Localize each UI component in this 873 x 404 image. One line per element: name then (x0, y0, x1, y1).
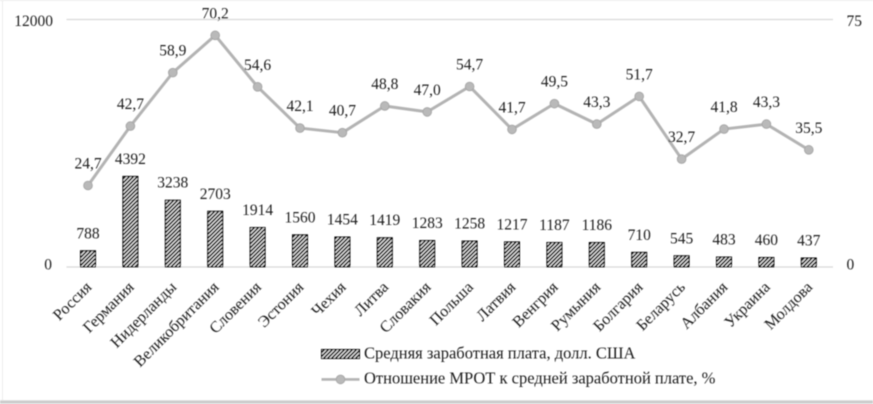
svg-text:483: 483 (712, 232, 736, 249)
svg-text:0: 0 (44, 257, 52, 274)
svg-text:12000: 12000 (14, 13, 53, 30)
svg-text:40,7: 40,7 (329, 103, 356, 120)
svg-text:48,8: 48,8 (371, 76, 398, 93)
svg-text:Албания: Албания (677, 278, 731, 332)
svg-text:1258: 1258 (454, 216, 485, 233)
svg-text:32,7: 32,7 (668, 129, 695, 146)
svg-text:54,6: 54,6 (244, 57, 271, 74)
svg-text:Отношение МРОТ к средней зараб: Отношение МРОТ к средней заработной плат… (364, 369, 716, 388)
svg-text:42,1: 42,1 (286, 98, 313, 115)
svg-text:35,5: 35,5 (795, 120, 822, 137)
svg-text:51,7: 51,7 (626, 66, 653, 83)
svg-text:1217: 1217 (497, 216, 528, 233)
svg-text:43,3: 43,3 (753, 94, 780, 111)
svg-text:Эстония: Эстония (255, 278, 308, 331)
svg-text:70,2: 70,2 (202, 5, 229, 22)
svg-text:1454: 1454 (327, 212, 358, 229)
svg-text:Польша: Польша (427, 279, 477, 329)
svg-text:437: 437 (797, 232, 821, 249)
svg-text:1283: 1283 (412, 215, 443, 232)
svg-text:Литва: Литва (351, 279, 392, 320)
svg-text:1186: 1186 (582, 217, 613, 234)
svg-text:Чехия: Чехия (309, 278, 351, 320)
svg-text:3238: 3238 (157, 175, 188, 192)
svg-text:710: 710 (628, 227, 652, 244)
svg-text:43,3: 43,3 (583, 94, 610, 111)
svg-text:47,0: 47,0 (414, 82, 441, 99)
svg-text:41,8: 41,8 (710, 99, 737, 116)
svg-text:Средняя заработная плата, долл: Средняя заработная плата, долл. США (364, 344, 636, 363)
svg-text:41,7: 41,7 (498, 99, 525, 116)
svg-text:4392: 4392 (115, 151, 146, 168)
svg-text:49,5: 49,5 (541, 74, 568, 91)
svg-text:1914: 1914 (242, 202, 273, 219)
svg-text:0: 0 (847, 257, 855, 274)
svg-text:1419: 1419 (369, 212, 400, 229)
svg-text:54,7: 54,7 (456, 56, 483, 73)
svg-text:75: 75 (847, 13, 863, 30)
svg-text:24,7: 24,7 (74, 155, 101, 172)
svg-text:545: 545 (670, 230, 694, 247)
svg-text:788: 788 (76, 225, 100, 242)
svg-text:42,7: 42,7 (117, 96, 144, 113)
svg-text:58,9: 58,9 (159, 43, 186, 60)
svg-text:1560: 1560 (285, 209, 316, 226)
svg-text:1187: 1187 (539, 217, 570, 234)
svg-text:2703: 2703 (200, 186, 231, 203)
svg-text:460: 460 (755, 232, 779, 249)
